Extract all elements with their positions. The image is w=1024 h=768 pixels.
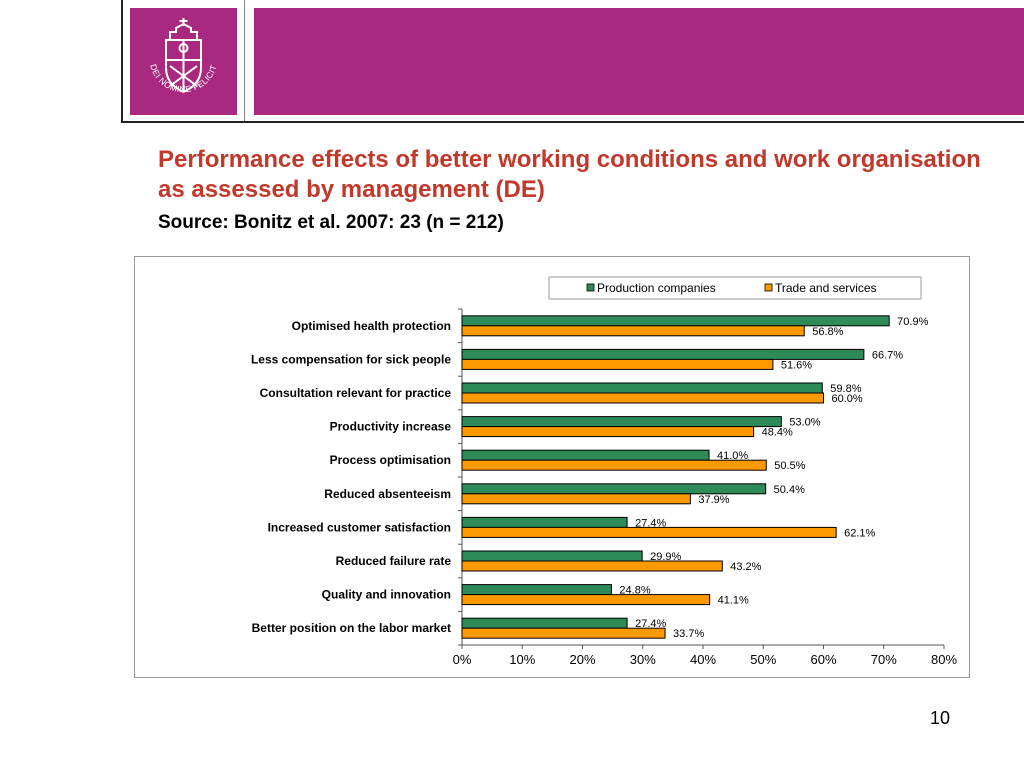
bar [461,315,890,327]
bar [461,550,643,562]
data-label: 37.9% [698,494,729,506]
data-label: 70.9% [897,316,928,328]
header-separator [244,0,245,121]
bar [461,325,805,337]
bar [461,426,755,438]
bar [461,382,823,394]
bar [461,483,767,495]
category-label: Productivity increase [330,420,452,434]
data-label: 29.9% [650,551,681,563]
header-banner [254,8,1024,115]
category-label: Reduced failure rate [336,554,452,568]
seal-motto: IN DEI NOMINE FELICITER [127,0,219,94]
university-logo: IN DEI NOMINE FELICITER [127,0,237,115]
bar [461,459,767,471]
data-label: 27.4% [635,618,666,630]
category-label: Increased customer satisfaction [268,520,451,534]
bar-chart: Production companies Trade and services 0%… [251,276,957,667]
x-tick-label: 30% [630,652,656,667]
data-label: 53.0% [789,417,820,429]
bar [461,560,723,572]
header-left-rule [121,0,123,122]
data-label: 56.8% [812,326,843,338]
bar [461,493,691,505]
bar [461,449,710,461]
category-label: Better position on the labor market [252,621,451,635]
data-label: 33.7% [673,628,704,640]
bar [461,594,711,606]
page-subtitle: Source: Bonitz et al. 2007: 23 (n = 212) [158,212,504,233]
legend-label: Production companies [597,281,716,295]
category-label: Consultation relevant for practice [260,386,452,400]
x-tick-label: 40% [690,652,716,667]
bar [461,348,865,360]
data-label: 51.6% [781,359,812,371]
bar [461,416,782,428]
bar [461,617,628,629]
chart-frame: Production companies Trade and services 0%… [134,256,970,678]
x-tick-label: 10% [509,652,535,667]
legend-label: Trade and services [775,281,877,295]
category-label: Less compensation for sick people [251,352,451,366]
header-bottom-rule [121,121,1024,123]
seal-icon: IN DEI NOMINE FELICITER [127,0,219,94]
data-label: 41.1% [718,595,749,607]
page-number: 10 [930,708,951,728]
data-label: 24.8% [619,585,650,597]
bar [461,516,628,528]
svg-text:IN DEI NOMINE FELICITER: IN DEI NOMINE FELICITER [130,8,219,94]
data-label: 60.0% [832,393,863,405]
bar [461,584,612,596]
data-label: 27.4% [635,517,666,529]
data-label: 41.0% [717,450,748,462]
data-label: 62.1% [844,527,875,539]
legend-swatch [586,283,595,292]
x-tick-label: 60% [810,652,836,667]
data-label: 66.7% [872,349,903,361]
x-tick-label: 70% [871,652,897,667]
x-tick-label: 50% [750,652,776,667]
category-label: Optimised health protection [292,319,451,333]
category-label: Process optimisation [330,453,451,467]
page-title: Performance effects of better working co… [158,146,981,203]
bar [461,627,666,639]
x-tick-label: 20% [569,652,595,667]
data-label: 50.4% [774,484,805,496]
data-label: 48.4% [762,427,793,439]
bar [461,358,774,370]
legend-box [548,276,922,300]
category-label: Quality and innovation [322,588,451,602]
data-label: 50.5% [774,460,805,472]
data-label: 43.2% [730,561,761,573]
category-label: Reduced absenteeism [324,487,451,501]
x-tick-label: 0% [453,652,472,667]
bar [461,392,824,404]
bar [461,526,837,538]
data-label: 59.8% [830,383,861,395]
legend-swatch [764,283,773,292]
x-tick-label: 80% [931,652,957,667]
